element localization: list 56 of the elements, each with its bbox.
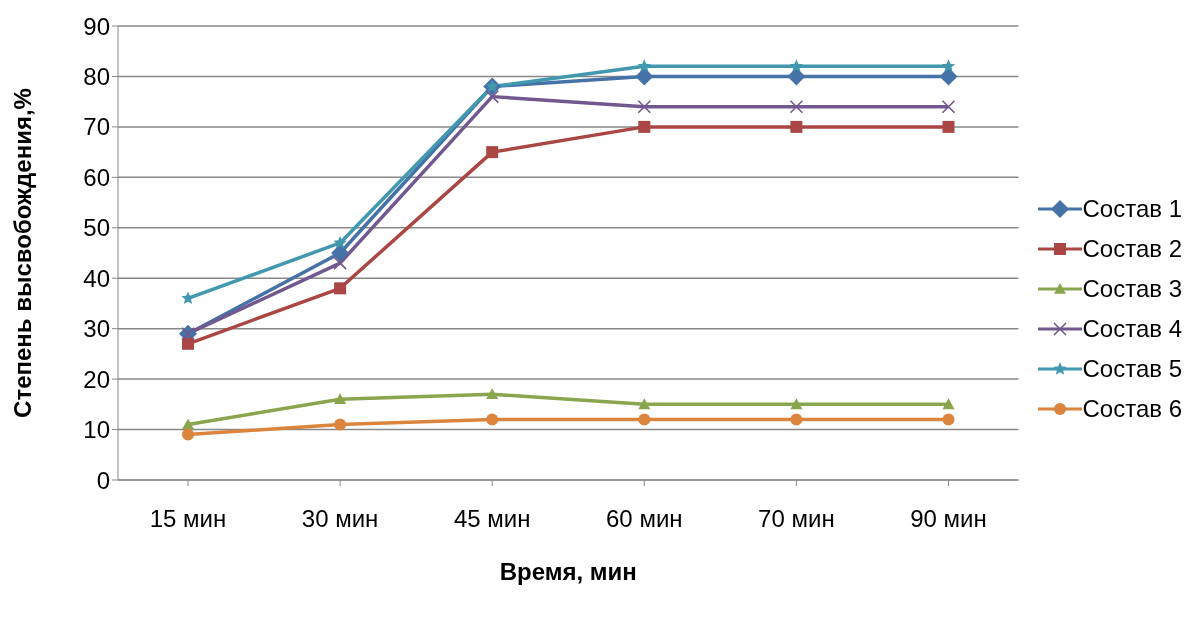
point — [942, 398, 955, 410]
y-axis-title: Степень высвобождения,% — [8, 88, 36, 418]
x-tick-label: 15 мин — [149, 505, 227, 533]
point — [635, 67, 654, 86]
legend-label: Состав 6 — [1082, 395, 1182, 423]
y-tick-label: 40 — [83, 264, 110, 292]
legend-label: Состав 3 — [1082, 275, 1182, 303]
legend-label: Состав 5 — [1082, 355, 1182, 383]
legend-label: Состав 2 — [1082, 235, 1182, 263]
point — [331, 244, 350, 262]
y-tick-label: 70 — [83, 113, 110, 141]
point — [787, 67, 806, 86]
point — [939, 67, 958, 86]
point — [941, 99, 956, 114]
point — [333, 256, 347, 270]
y-tick-label: 60 — [83, 163, 110, 191]
y-tick-label: 10 — [83, 416, 110, 444]
point — [790, 120, 803, 133]
x-axis-title: Время, мин — [499, 558, 637, 585]
x-tick-label: 90 мин — [910, 505, 987, 533]
point — [638, 413, 651, 426]
point — [790, 413, 803, 426]
y-tick-label: 90 — [83, 12, 110, 40]
y-tick-label: 50 — [83, 214, 110, 242]
point — [942, 120, 955, 133]
point — [486, 388, 499, 400]
y-tick-label: 30 — [83, 315, 110, 343]
point — [941, 59, 956, 73]
point — [637, 59, 651, 73]
x-tick-label: 45 мин — [453, 505, 531, 533]
point — [334, 282, 347, 295]
y-tick-label: 80 — [83, 62, 110, 90]
point — [334, 418, 347, 431]
point — [182, 428, 194, 441]
y-tick-label: 0 — [96, 466, 110, 494]
legend-label: Состав 4 — [1082, 315, 1182, 343]
point — [485, 89, 499, 104]
point — [789, 59, 804, 73]
point — [790, 398, 803, 410]
x-tick-label: 70 мин — [758, 505, 835, 533]
point — [334, 393, 347, 405]
point — [638, 398, 651, 410]
x-tick-label: 60 мин — [606, 505, 683, 533]
legend-label: Состав 1 — [1082, 195, 1182, 223]
x-tick-label: 30 мин — [301, 505, 379, 533]
point — [789, 99, 804, 114]
point — [181, 291, 195, 305]
point — [942, 413, 955, 426]
point — [182, 337, 194, 350]
point — [637, 99, 652, 114]
point — [486, 146, 499, 159]
point — [486, 413, 499, 426]
point — [333, 235, 347, 249]
point — [638, 120, 651, 133]
y-tick-label: 20 — [83, 365, 110, 393]
point — [182, 418, 194, 430]
